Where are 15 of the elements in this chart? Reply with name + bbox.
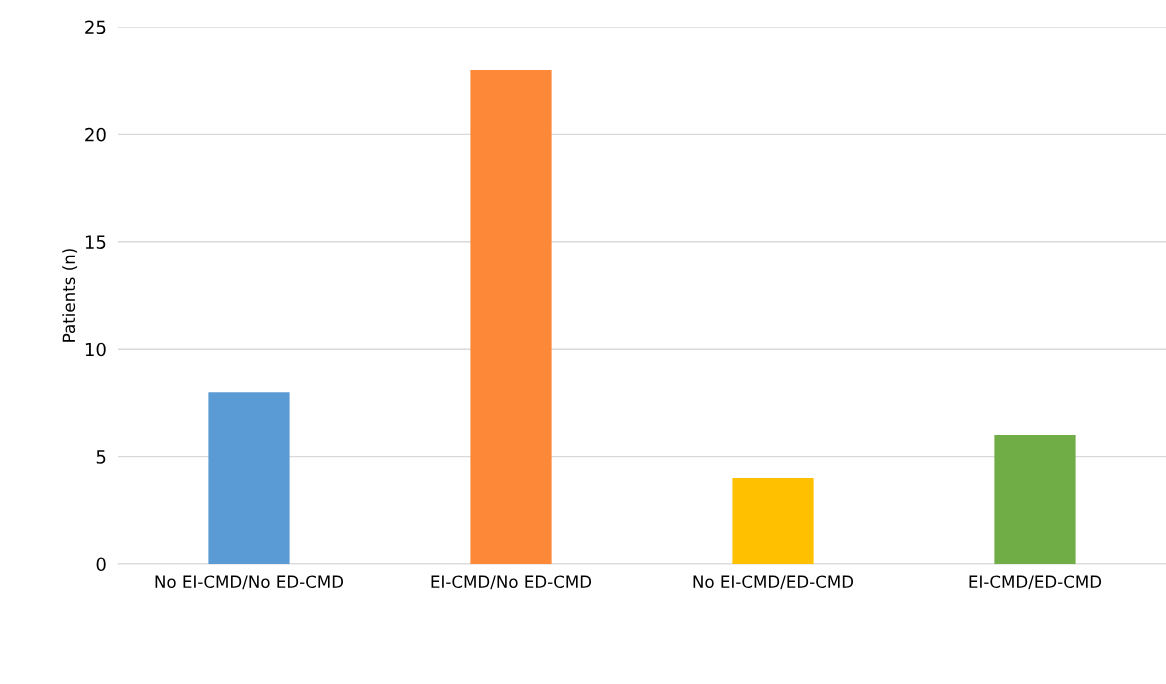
y-tick-label: 20	[85, 127, 106, 142]
y-tick-label: 10	[85, 342, 106, 357]
y-tick-label: 0	[96, 557, 106, 572]
y-tick-label: 15	[85, 235, 106, 249]
bar	[470, 69, 552, 564]
y-tick-label: 25	[85, 20, 106, 35]
x-tick-label: EI-CMD/No ED-CMD	[431, 575, 592, 590]
bar	[994, 435, 1076, 564]
x-tick-label: No EI-CMD/No ED-CMD	[155, 575, 344, 590]
x-tick-label: EI-CMD/ED-CMD	[969, 575, 1102, 590]
y-axis-title: Patients (n)	[62, 249, 78, 342]
x-tick-label: No EI-CMD/ED-CMD	[693, 575, 854, 590]
bar	[208, 392, 290, 564]
y-tick-label: 5	[96, 450, 106, 464]
bar	[732, 478, 814, 564]
